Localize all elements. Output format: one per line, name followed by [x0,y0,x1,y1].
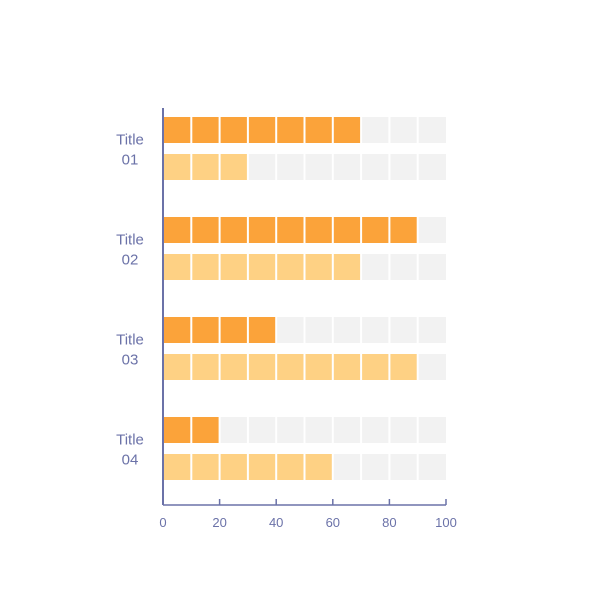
category-label-line1: Title [116,432,144,449]
category-label-line1: Title [116,232,144,249]
category-label-line2: 04 [122,452,139,469]
segment-separators [190,117,419,480]
category-label-line2: 01 [122,152,139,169]
bar [163,117,362,143]
x-tick-label: 100 [435,515,457,530]
x-tick-label: 0 [159,515,166,530]
x-tick-label: 40 [269,515,283,530]
bar [163,154,248,180]
category-label-line2: 02 [122,252,139,269]
x-tick-label: 80 [382,515,396,530]
x-tick-label: 20 [212,515,226,530]
x-tick-label: 60 [326,515,340,530]
bar [163,354,418,380]
category-label-line1: Title [116,132,144,149]
category-label-line1: Title [116,332,144,349]
bar [163,254,362,280]
bar [163,217,418,243]
category-labels: Title 01 Title 02 Title 03 Title 04 [116,132,144,469]
category-label-line2: 03 [122,352,139,369]
x-axis-ticks: 0 20 40 60 80 100 [159,499,457,530]
